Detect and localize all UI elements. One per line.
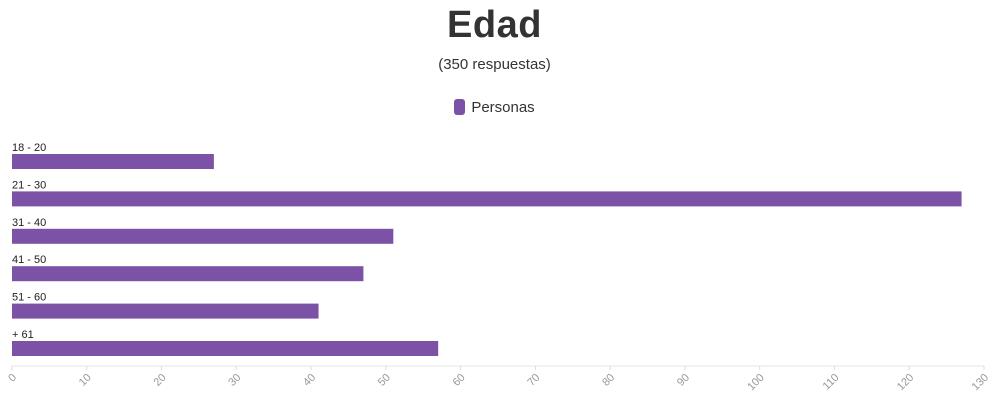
x-tick-label: 80 [600, 372, 617, 389]
category-label: 51 - 60 [12, 292, 46, 304]
bar[interactable] [12, 303, 319, 319]
category-label: 41 - 50 [12, 254, 46, 266]
x-tick-label: 20 [152, 372, 169, 389]
x-tick-label: 70 [525, 372, 542, 389]
bar[interactable] [12, 191, 962, 207]
x-tick-label: 130 [970, 372, 989, 393]
x-tick-label: 90 [675, 372, 692, 389]
x-tick-label: 40 [301, 372, 318, 389]
category-label: + 61 [12, 329, 34, 341]
x-tick-label: 30 [226, 372, 243, 389]
x-tick-label: 60 [451, 372, 468, 389]
legend-swatch [454, 99, 466, 115]
bar[interactable] [12, 228, 394, 244]
chart-title: Edad [447, 4, 542, 46]
category-label: 31 - 40 [12, 217, 46, 229]
x-tick-label: 0 [6, 372, 19, 385]
bar[interactable] [12, 341, 439, 356]
legend[interactable]: Personas [0, 99, 989, 116]
bar[interactable] [12, 154, 214, 169]
bar[interactable] [12, 266, 364, 282]
x-tick-label: 10 [77, 372, 94, 389]
x-tick-label: 50 [376, 372, 393, 389]
x-tick-label: 110 [821, 372, 842, 393]
legend-label: Personas [471, 99, 535, 116]
x-tick-label: 100 [745, 372, 766, 393]
category-label: 18 - 20 [12, 142, 46, 154]
chart-subtitle: (350 respuestas) [438, 56, 551, 73]
category-label: 21 - 30 [12, 179, 46, 191]
x-tick-label: 120 [895, 372, 916, 393]
